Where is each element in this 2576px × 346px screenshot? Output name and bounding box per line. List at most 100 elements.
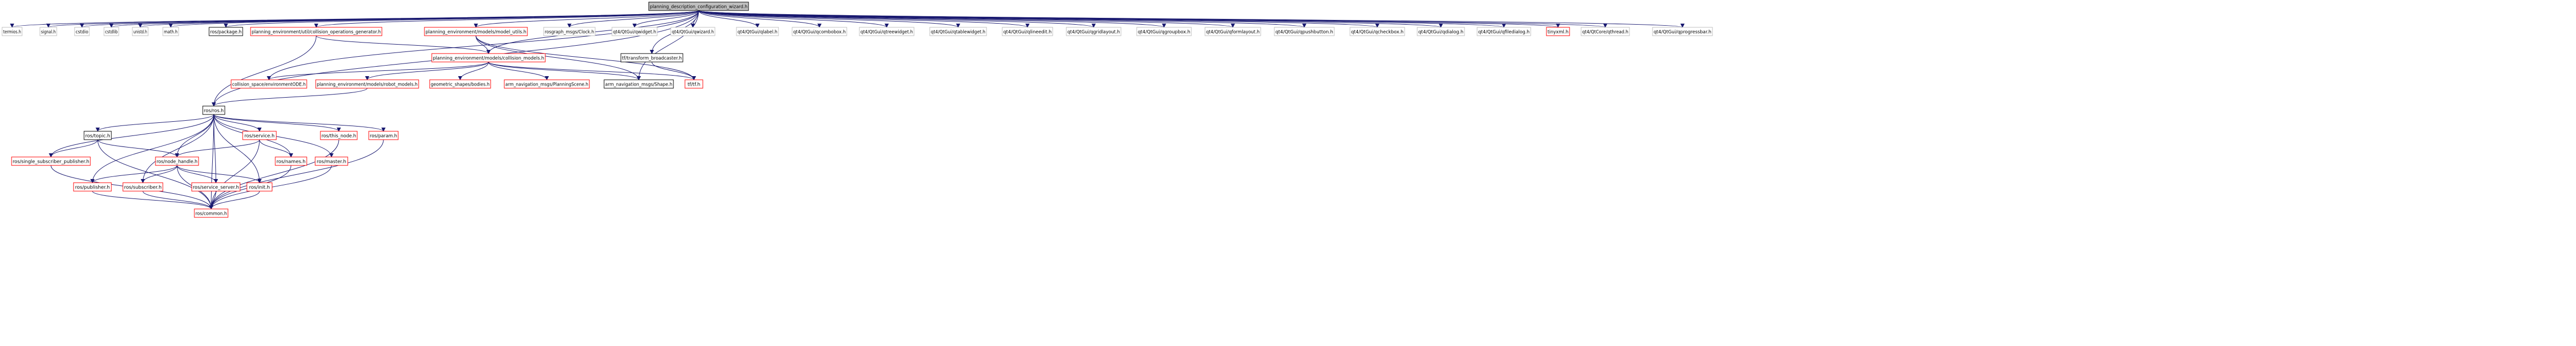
node-label: planning_environment/models/collision_mo… — [433, 56, 544, 61]
node-box — [155, 156, 199, 166]
node-qfiledialog: qt4/QtGui/qfiledialog.h — [1477, 27, 1531, 36]
node-box — [1349, 27, 1405, 36]
node-unistd: unistd.h — [132, 27, 149, 36]
node-cstdlib: cstdlib — [103, 27, 119, 36]
node-node-handle: ros/node_handle.h — [155, 156, 199, 166]
node-box — [250, 27, 382, 36]
node-label: planning_environment/util/collision_oper… — [252, 30, 381, 35]
node-root[interactable]: planning_description_configuration_wizar… — [648, 2, 749, 11]
node-label: qt4/QtGui/qwizard.h — [672, 30, 714, 35]
edge-root-to-qtreewidget — [698, 10, 889, 28]
node-ros[interactable]: ros/ros.h — [202, 106, 225, 115]
node-box — [1581, 27, 1630, 36]
node-box — [604, 79, 674, 89]
edge-root-to-model_utils — [474, 10, 699, 28]
node-box — [242, 131, 277, 140]
node-master: ros/master.h — [315, 156, 348, 166]
node-label: tf/transform_broadcaster.h — [622, 56, 682, 61]
node-label: planning_environment/models/model_utils.… — [425, 30, 526, 35]
node-box — [39, 27, 57, 36]
node-clock: rosgraph_msgs/Clock.h — [543, 27, 596, 36]
node-label: tinyxml.h — [1547, 30, 1569, 35]
node-label: tf/tf.h — [688, 82, 700, 88]
node-label: ros/node_handle.h — [157, 160, 198, 165]
node-box — [424, 27, 528, 36]
edge-subscriber-to-common — [142, 191, 213, 209]
node-box — [74, 27, 90, 36]
node-label: qt4/QtGui/qfiledialog.h — [1478, 30, 1530, 35]
node-service-server: ros/service_server.h — [191, 182, 241, 192]
node-label: unistd.h — [133, 30, 147, 35]
node-bodies: geometric_shapes/bodies.h — [429, 79, 491, 89]
node-topic[interactable]: ros/topic.h — [84, 131, 112, 140]
node-box — [275, 156, 307, 166]
node-box — [1417, 27, 1465, 36]
edge-collision_models-to-shape — [488, 61, 641, 80]
node-box — [132, 27, 149, 36]
node-label: arm_navigation_msgs/PlanningScene.h — [505, 82, 588, 88]
node-qcombobox: qt4/QtGui/qcombobox.h — [792, 27, 847, 36]
edge-root-to-math — [169, 10, 699, 28]
node-label: qt4/QtGui/qwidget.h — [613, 30, 656, 35]
edge-init-to-common — [209, 191, 260, 209]
node-label: termios.h — [3, 30, 21, 35]
nodes-layer: planning_description_configuration_wizar… — [2, 2, 1713, 218]
edge-ros-to-publisher — [90, 114, 214, 183]
node-label: qt4/QtGui/qlabel.h — [738, 30, 777, 35]
node-qformlayout: qt4/QtGui/qformlayout.h — [1204, 27, 1261, 36]
node-label: ros/package.h — [210, 30, 242, 35]
edge-root-to-qgridlayout — [698, 10, 1096, 28]
node-label: collision_space/environmentODE.h — [232, 82, 306, 88]
node-model-utils: planning_environment/models/model_utils.… — [424, 27, 528, 36]
node-box — [162, 27, 179, 36]
node-label: ros/master.h — [317, 160, 346, 165]
edge-node_handle-to-publisher — [90, 165, 178, 183]
node-robot-models: planning_environment/models/robot_models… — [315, 79, 419, 89]
node-box — [103, 27, 119, 36]
node-box — [648, 2, 749, 11]
node-label: ros/publisher.h — [75, 185, 110, 191]
node-label: ros/subscriber.h — [124, 185, 161, 191]
node-label: qt4/QtGui/qformlayout.h — [1206, 30, 1260, 35]
node-box — [231, 79, 307, 89]
node-planning-scene: arm_navigation_msgs/PlanningScene.h — [504, 79, 590, 89]
node-label: ros/single_subscriber_publisher.h — [13, 160, 89, 165]
edge-collision_ops-to-ros — [212, 35, 317, 107]
node-shape[interactable]: arm_navigation_msgs/Shape.h — [604, 79, 674, 89]
node-box — [191, 182, 241, 192]
node-box — [1546, 27, 1570, 36]
node-box — [194, 208, 228, 218]
edge-publisher-to-common — [92, 191, 213, 209]
edge-collision_models-to-robot_models — [365, 61, 489, 80]
node-label: ros/service.h — [244, 134, 275, 139]
node-box — [1066, 27, 1121, 36]
edge-topic-to-node_handle — [97, 139, 179, 158]
node-qpushbutton: qt4/QtGui/qpushbutton.h — [1274, 27, 1335, 36]
edge-collision_models-to-tftf — [488, 61, 696, 80]
edge-robot_models-to-ros — [212, 88, 368, 107]
edge-root-to-qdialog — [698, 10, 1443, 28]
node-init: ros/init.h — [246, 182, 273, 192]
node-label: ros/common.h — [195, 212, 227, 217]
node-qprogressbar: qt4/QtGui/qprogressbar.h — [1652, 27, 1713, 36]
node-qcheckbox: qt4/QtGui/qcheckbox.h — [1349, 27, 1405, 36]
node-box — [1204, 27, 1261, 36]
node-collision-ops: planning_environment/util/collision_oper… — [250, 27, 382, 36]
node-label: rosgraph_msgs/Clock.h — [545, 30, 594, 35]
node-label: ros/param.h — [370, 134, 397, 139]
edge-ros-to-topic — [96, 114, 214, 132]
node-box — [320, 131, 358, 140]
node-publisher: ros/publisher.h — [73, 182, 112, 192]
node-tf-broadcaster[interactable]: tf/transform_broadcaster.h — [620, 53, 683, 62]
node-box — [792, 27, 847, 36]
node-ros-package[interactable]: ros/package.h — [209, 27, 243, 36]
node-signal: signal.h — [39, 27, 57, 36]
node-label: qt4/QtGui/qcombobox.h — [793, 30, 846, 35]
edge-topic-to-common — [97, 139, 213, 209]
edge-ros-to-common — [209, 114, 214, 209]
node-label: cstdio — [76, 30, 88, 35]
node-label: qt4/QtGui/qtablewidget.h — [931, 30, 985, 35]
node-label: qt4/QtGui/qdialog.h — [1418, 30, 1463, 35]
node-box — [929, 27, 987, 36]
